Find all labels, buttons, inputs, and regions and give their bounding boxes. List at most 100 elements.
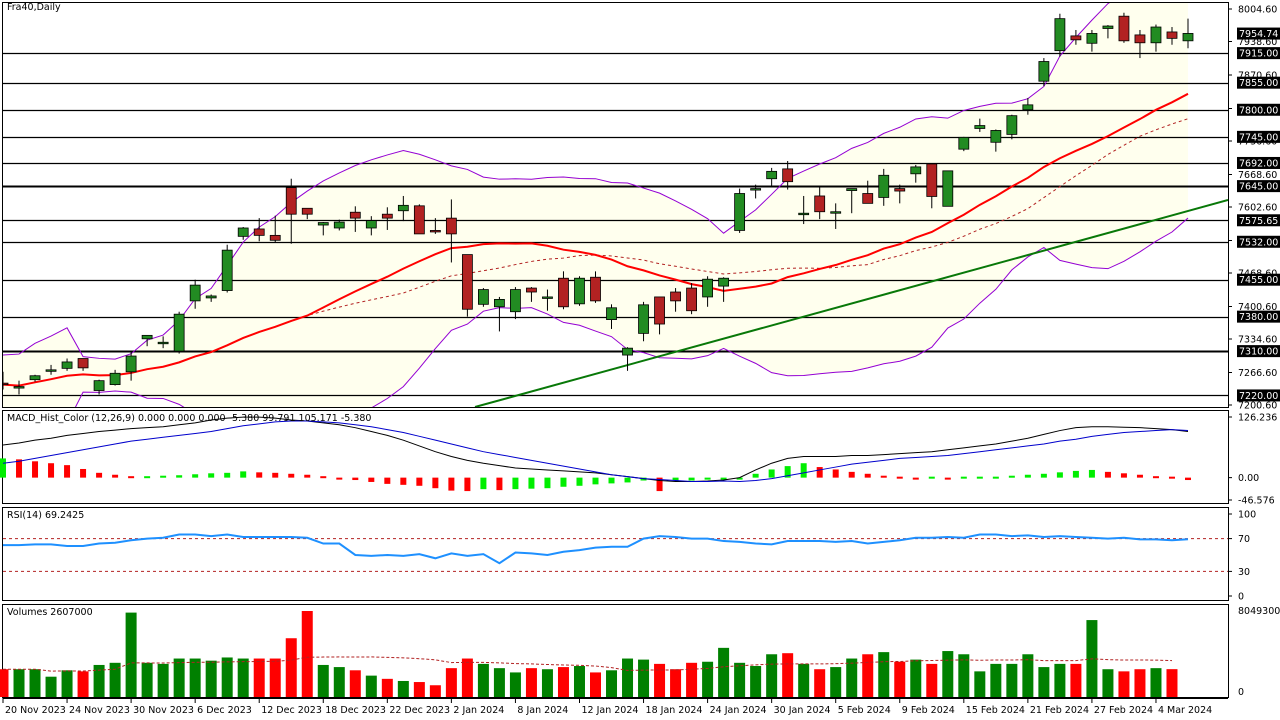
candle[interactable]: [1134, 34, 1146, 44]
candle[interactable]: [782, 168, 794, 183]
volume-bar: [221, 657, 233, 697]
candle[interactable]: [301, 207, 313, 215]
candle[interactable]: [686, 287, 697, 312]
candle[interactable]: [862, 193, 874, 204]
candle[interactable]: [766, 170, 778, 180]
candle[interactable]: [846, 188, 858, 191]
price-tick-label: 7668.60: [1238, 170, 1277, 181]
candle[interactable]: [397, 204, 409, 212]
macd-histogram-bar: [864, 473, 871, 478]
candle[interactable]: [702, 278, 713, 298]
candle[interactable]: [77, 358, 89, 369]
candle[interactable]: [638, 304, 649, 334]
rsi-pane[interactable]: [2, 507, 1229, 601]
candle[interactable]: [45, 369, 57, 372]
candle[interactable]: [830, 211, 842, 214]
candle[interactable]: [590, 276, 601, 302]
candle[interactable]: [253, 228, 265, 236]
candle[interactable]: [461, 254, 473, 310]
price-tick-label: 7400.60: [1238, 302, 1277, 313]
candle[interactable]: [1182, 33, 1194, 42]
candle[interactable]: [205, 295, 217, 299]
candle[interactable]: [750, 188, 762, 191]
macd-histogram-bar: [208, 473, 215, 478]
candle[interactable]: [189, 284, 201, 302]
date-tick-label: 18 Jan 2024: [646, 705, 703, 716]
trendline[interactable]: [474, 199, 1228, 407]
price-level-label: 7855.00: [1239, 78, 1278, 89]
candle[interactable]: [1038, 61, 1050, 82]
candle[interactable]: [349, 211, 361, 219]
candle[interactable]: [109, 372, 121, 386]
candle[interactable]: [1070, 35, 1082, 41]
macd-histogram-bar: [384, 477, 391, 484]
date-tick-label: 9 Feb 2024: [902, 705, 955, 716]
candle[interactable]: [526, 287, 537, 293]
candle[interactable]: [494, 298, 505, 308]
candle[interactable]: [910, 166, 922, 175]
candle[interactable]: [381, 213, 393, 219]
candle[interactable]: [1118, 15, 1130, 42]
candle[interactable]: [798, 212, 810, 216]
candle[interactable]: [574, 277, 585, 305]
candle[interactable]: [13, 386, 25, 389]
candle[interactable]: [0, 382, 9, 386]
candle[interactable]: [542, 296, 553, 299]
candle[interactable]: [718, 277, 730, 287]
candle[interactable]: [878, 174, 890, 198]
candle[interactable]: [622, 347, 633, 356]
macd-histogram-bar: [560, 477, 567, 487]
candle[interactable]: [333, 221, 345, 229]
candle[interactable]: [285, 187, 297, 215]
candle[interactable]: [958, 136, 970, 150]
candle[interactable]: [1006, 115, 1018, 135]
candle[interactable]: [606, 307, 617, 320]
candle[interactable]: [317, 222, 329, 226]
candle[interactable]: [814, 195, 826, 213]
candle[interactable]: [125, 355, 137, 373]
macd-histogram-bar: [272, 472, 279, 478]
candle[interactable]: [445, 217, 457, 235]
candle[interactable]: [413, 205, 425, 235]
candle[interactable]: [942, 170, 954, 207]
candle[interactable]: [558, 277, 569, 308]
candle[interactable]: [365, 220, 377, 229]
macd-histogram-bar: [176, 475, 183, 478]
candle[interactable]: [173, 313, 185, 352]
candle[interactable]: [157, 341, 169, 345]
candle[interactable]: [654, 296, 665, 325]
candle[interactable]: [429, 230, 441, 233]
candle[interactable]: [93, 380, 105, 391]
macd-histogram-bar: [512, 477, 519, 490]
candle[interactable]: [1102, 25, 1114, 29]
macd-pane[interactable]: [2, 410, 1229, 504]
candle[interactable]: [1150, 26, 1162, 44]
candle[interactable]: [1086, 33, 1098, 44]
price-level-label: 7575.65: [1239, 216, 1278, 227]
candle[interactable]: [990, 130, 1002, 143]
volume-bar: [189, 658, 201, 697]
candle[interactable]: [1054, 18, 1066, 52]
candle[interactable]: [670, 291, 681, 302]
candle[interactable]: [926, 163, 938, 197]
candle[interactable]: [1166, 31, 1178, 39]
candle[interactable]: [29, 375, 41, 381]
price-level-label: 7220.00: [1239, 391, 1278, 402]
candle[interactable]: [61, 361, 73, 369]
volume-bar: [109, 662, 121, 697]
macd-histogram-bar: [288, 473, 295, 478]
candle[interactable]: [221, 249, 233, 291]
candle[interactable]: [510, 289, 521, 313]
candle[interactable]: [894, 188, 906, 192]
candle[interactable]: [141, 334, 153, 340]
candle[interactable]: [269, 234, 281, 241]
candle[interactable]: [237, 227, 249, 237]
candle[interactable]: [1022, 104, 1034, 111]
date-tick-label: 21 Feb 2024: [1030, 705, 1089, 716]
volume-bar: [205, 660, 217, 697]
candle[interactable]: [974, 125, 986, 129]
volume-bar: [862, 654, 874, 697]
candle[interactable]: [478, 289, 489, 305]
candle[interactable]: [734, 193, 746, 231]
